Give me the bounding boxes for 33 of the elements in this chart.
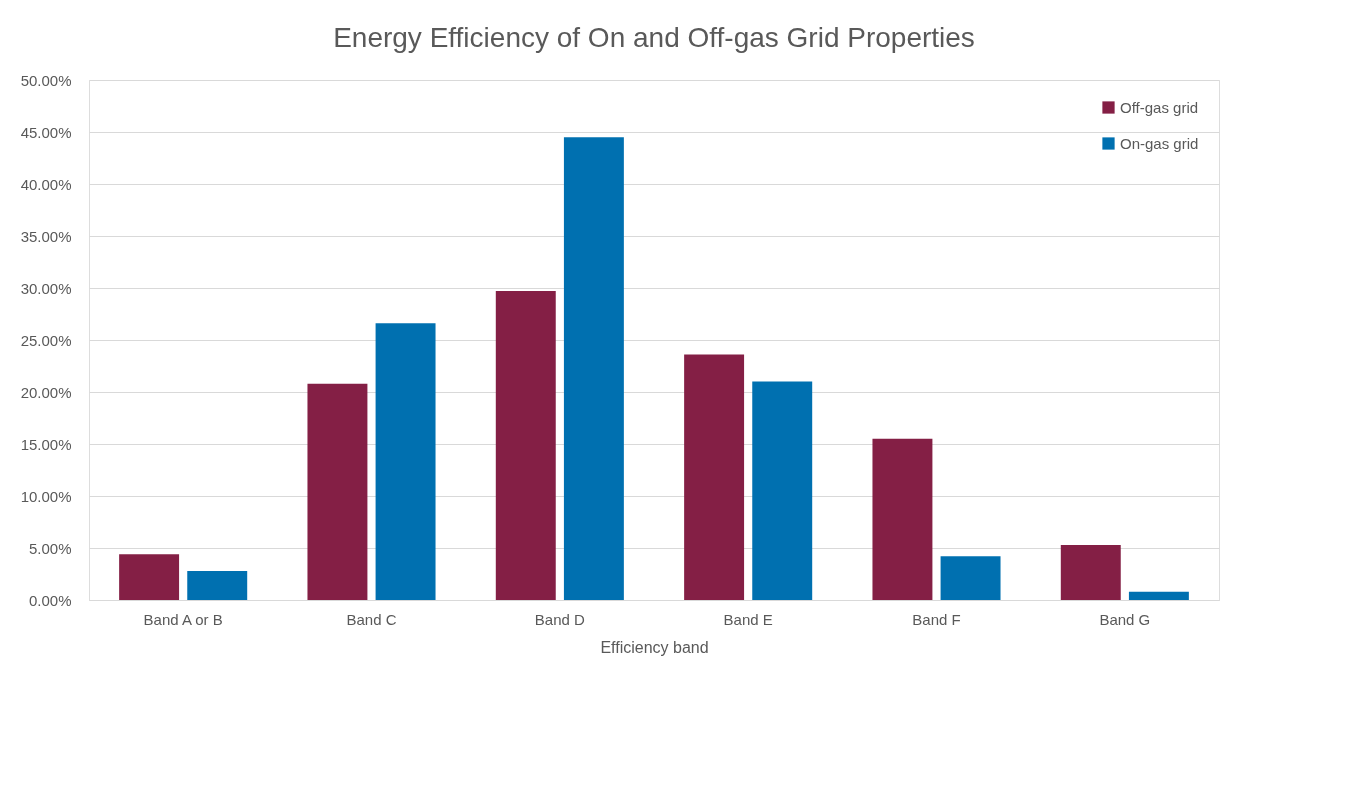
bar xyxy=(1128,591,1189,600)
x-tick-label: Band F xyxy=(912,610,961,628)
bar xyxy=(684,354,745,600)
y-tick-label: 50.00% xyxy=(20,71,72,89)
x-tick-label: Band D xyxy=(534,610,586,628)
bar xyxy=(940,556,1001,600)
bar xyxy=(1060,544,1121,600)
x-tick-label: Band G xyxy=(1099,610,1151,628)
bar xyxy=(187,570,248,600)
x-axis-title: Efficiency band xyxy=(600,638,709,656)
y-tick-label: 10.00% xyxy=(20,487,72,505)
x-tick-label: Band E xyxy=(723,610,773,628)
bar xyxy=(495,291,556,600)
y-tick-label: 45.00% xyxy=(20,123,72,141)
bar xyxy=(119,554,180,600)
bar xyxy=(752,381,813,600)
legend-label: On-gas grid xyxy=(1120,134,1199,152)
y-tick-label: 40.00% xyxy=(20,175,72,193)
bar xyxy=(307,383,368,600)
legend-label: Off-gas grid xyxy=(1120,98,1199,116)
x-tick-label: Band C xyxy=(346,610,397,628)
bar xyxy=(563,137,624,600)
y-tick-label: 35.00% xyxy=(20,227,72,245)
y-tick-label: 20.00% xyxy=(20,383,72,401)
x-tick-label: Band A or B xyxy=(143,610,223,628)
y-tick-label: 15.00% xyxy=(20,435,72,453)
chart-title: Energy Efficiency of On and Off-gas Grid Properties xyxy=(333,22,975,53)
bar xyxy=(872,438,933,600)
y-tick-label: 5.00% xyxy=(28,539,72,557)
bar xyxy=(375,323,436,600)
y-tick-label: 30.00% xyxy=(20,279,72,297)
y-tick-label: 25.00% xyxy=(20,331,72,349)
y-tick-label: 0.00% xyxy=(28,591,72,609)
